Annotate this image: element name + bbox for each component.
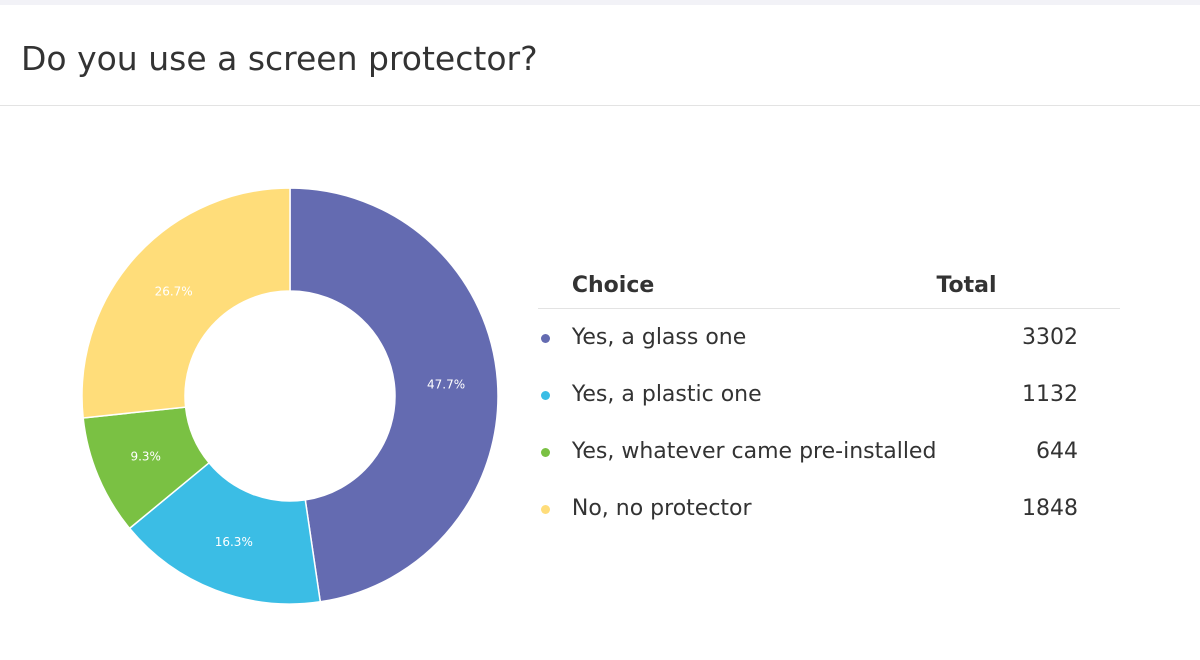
choice-total: 3302: [1022, 325, 1078, 350]
legend-dot-cell: [538, 423, 572, 480]
choice-label: Yes, a glass one: [571, 325, 747, 350]
choice-label: Yes, a plastic one: [571, 382, 762, 407]
header-total: Total: [936, 262, 1120, 309]
choice-total: 644: [1036, 439, 1078, 464]
slice-percent-label: 47.7%: [427, 378, 465, 392]
donut-slice-yes-a-glass-one: [289, 187, 499, 603]
header-dot-column: [538, 262, 572, 309]
donut-slice-no-no-protector: [81, 187, 291, 419]
legend-dot-cell: [538, 480, 572, 537]
poll-header: Do you use a screen protector?: [0, 5, 1200, 106]
donut-slice-yes-a-plastic-one: [128, 461, 322, 605]
choice-label: No, no protector: [571, 496, 752, 521]
table-row: No, no protector 1848: [538, 480, 1120, 537]
top-strip: [0, 0, 1200, 5]
legend-dot-cell: [538, 309, 572, 367]
slice-percent-label: 9.3%: [130, 450, 161, 464]
slice-percent-label: 26.7%: [155, 284, 193, 298]
legend-dot-cell: [538, 366, 572, 423]
table-row: Yes, whatever came pre-installed 644: [538, 423, 1120, 480]
donut-chart: 47.7% 16.3% 9.3% 26.7%: [81, 187, 499, 605]
choice-label: Yes, whatever came pre-installed: [571, 439, 937, 464]
legend-dot: [541, 390, 550, 400]
legend-dot: [541, 504, 550, 514]
page-title: Do you use a screen protector?: [21, 39, 538, 78]
table-header-row: Choice Total: [538, 262, 1120, 309]
legend-dot: [541, 333, 550, 343]
table-row: Yes, a plastic one 1132: [538, 366, 1120, 423]
choice-total: 1132: [1022, 382, 1078, 407]
slice-percent-label: 16.3%: [215, 535, 253, 549]
table-body: Yes, a glass one 3302 Yes, a plastic one 11…: [538, 309, 1120, 538]
legend-dot: [541, 447, 550, 457]
header-choice: Choice: [571, 262, 937, 309]
results-table: Choice Total Yes, a glass one 3302 Yes, a …: [538, 262, 1120, 537]
choice-total: 1848: [1022, 496, 1078, 521]
table-row: Yes, a glass one 3302: [538, 309, 1120, 367]
